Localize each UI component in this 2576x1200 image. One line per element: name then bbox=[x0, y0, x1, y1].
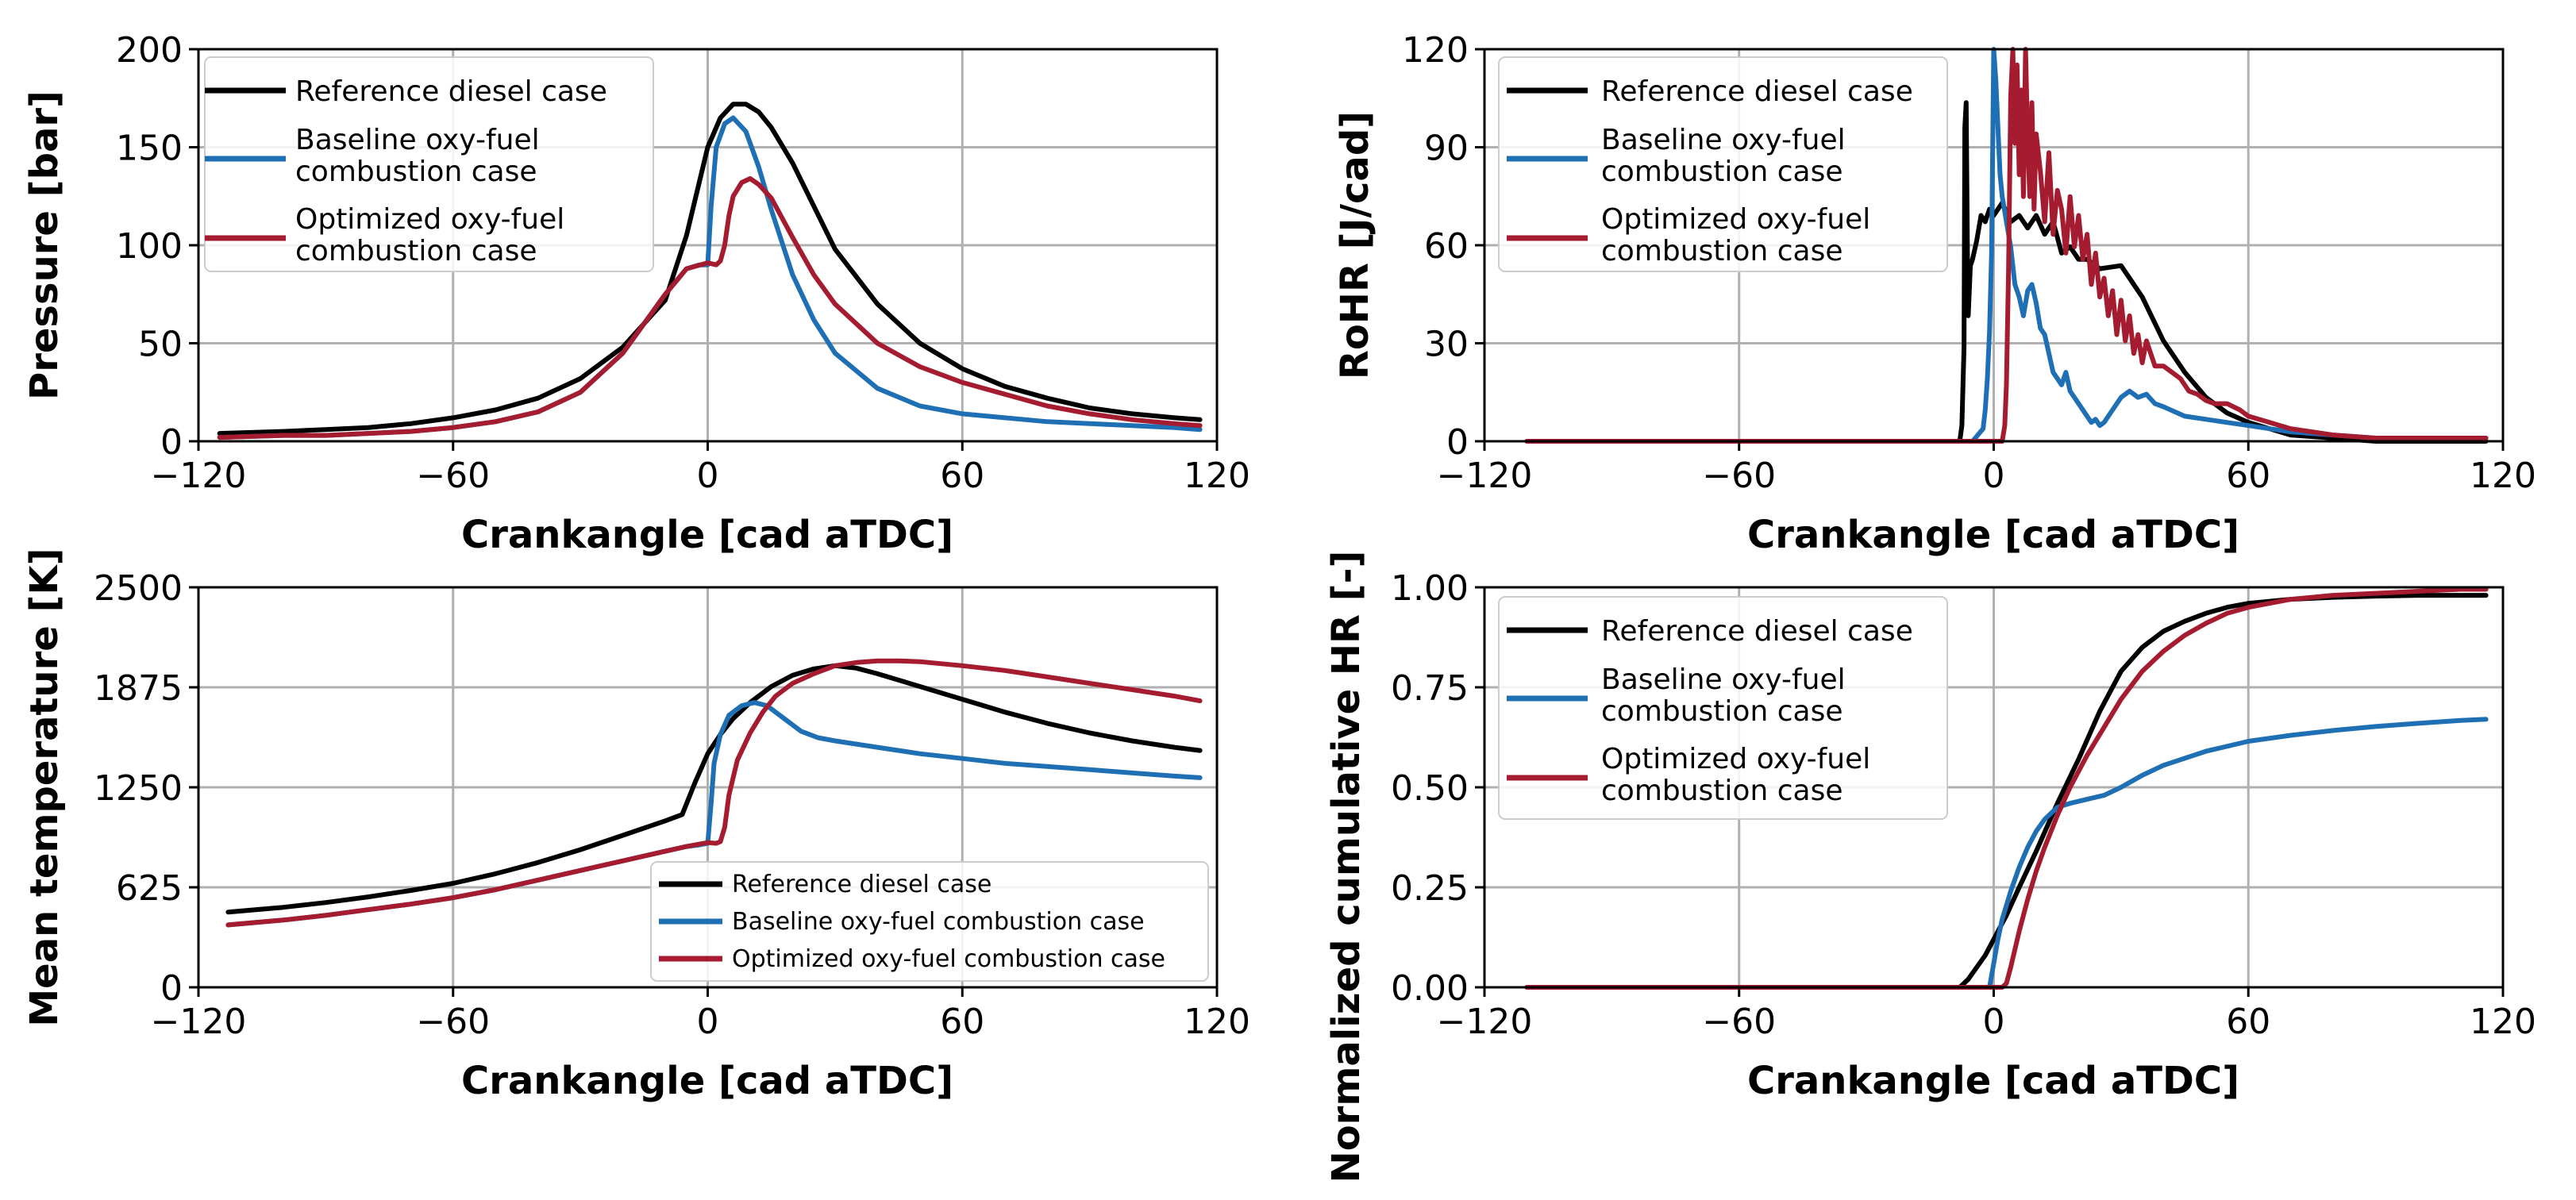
cumulative-legend-baseline-line2: combustion case bbox=[1601, 695, 1842, 728]
temperature-legend-box bbox=[650, 861, 1209, 982]
x-tick-label: 0 bbox=[697, 456, 719, 496]
y-tick-label: 30 bbox=[1424, 325, 1469, 365]
temperature-series bbox=[225, 658, 1203, 928]
y-tick-label: 625 bbox=[116, 868, 183, 909]
pressure-legend-box bbox=[204, 56, 654, 272]
series-line-reference bbox=[225, 663, 1203, 915]
x-tick-label: 0 bbox=[697, 1002, 719, 1042]
cumulative-legend-reference: Reference diesel case bbox=[1601, 615, 1913, 648]
x-tick-label: 60 bbox=[2226, 1002, 2270, 1042]
x-tick-label: −60 bbox=[416, 1002, 490, 1042]
temperature-ticks: −120 −60 0 60 120 0 625 1250 1875 2500 bbox=[94, 568, 1250, 1042]
temperature-legend-reference: Reference diesel case bbox=[732, 871, 992, 898]
pressure-legend-baseline-line1: Baseline oxy-fuel bbox=[295, 124, 540, 156]
pressure-legend-optimized-line2: combustion case bbox=[295, 235, 537, 267]
y-tick-label: 1250 bbox=[94, 768, 183, 809]
x-tick-label: 120 bbox=[2470, 456, 2536, 496]
x-tick-label: 120 bbox=[1184, 1002, 1250, 1042]
cumulative-series bbox=[1524, 587, 2489, 990]
temperature-legend: Reference diesel case Baseline oxy-fuel … bbox=[650, 861, 1209, 982]
x-tick-label: 120 bbox=[2470, 1002, 2536, 1042]
y-tick-label: 0.00 bbox=[1391, 968, 1469, 1009]
y-tick-label: 200 bbox=[116, 30, 183, 71]
temperature-y-axis-label: Mean temperature [K] bbox=[22, 548, 67, 1026]
x-tick-label: −120 bbox=[1437, 456, 1533, 496]
y-tick-label: 0 bbox=[160, 968, 183, 1009]
cumulative-legend: Reference diesel case Baseline oxy-fuel … bbox=[1498, 596, 1948, 820]
y-tick-label: 0 bbox=[160, 422, 183, 463]
temperature-legend-optimized: Optimized oxy-fuel combustion case bbox=[732, 945, 1165, 973]
y-tick-label: 0.25 bbox=[1391, 868, 1469, 909]
pressure-legend-reference: Reference diesel case bbox=[295, 75, 607, 108]
rohr-ticks: −120 −60 0 60 120 0 30 60 90 120 bbox=[1402, 30, 2536, 496]
x-tick-label: 60 bbox=[2226, 456, 2270, 496]
y-tick-label: 1875 bbox=[94, 668, 183, 709]
rohr-legend-reference: Reference diesel case bbox=[1601, 75, 1913, 108]
pressure-chart: −120 −60 0 60 120 0 50 100 150 200 Crankangle [ca… bbox=[22, 30, 1250, 557]
y-tick-label: 120 bbox=[1402, 30, 1469, 71]
cumulative-hr-chart: −120 −60 0 60 120 0.00 0.25 0.50 0.75 1.00 Cranka… bbox=[1324, 551, 2536, 1183]
rohr-legend: Reference diesel case Baseline oxy-fuel … bbox=[1498, 56, 1948, 272]
x-tick-label: 60 bbox=[940, 456, 984, 496]
cumulative-legend-optimized-line1: Optimized oxy-fuel bbox=[1601, 743, 1870, 775]
pressure-x-axis-label: Crankangle [cad aTDC] bbox=[461, 513, 953, 557]
rohr-y-axis-label: RoHR [J/cad] bbox=[1333, 111, 1377, 379]
pressure-series bbox=[217, 102, 1203, 440]
x-tick-label: −60 bbox=[1702, 1002, 1776, 1042]
rohr-legend-baseline-line1: Baseline oxy-fuel bbox=[1601, 124, 1846, 156]
cumulative-legend-baseline-line1: Baseline oxy-fuel bbox=[1601, 663, 1846, 696]
rohr-legend-baseline-line2: combustion case bbox=[1601, 156, 1842, 188]
x-tick-label: 120 bbox=[1184, 456, 1250, 496]
x-tick-label: 0 bbox=[1983, 1002, 2005, 1042]
series-line-optimized bbox=[1524, 47, 2489, 444]
y-tick-label: 0.50 bbox=[1391, 768, 1469, 809]
y-tick-label: 100 bbox=[116, 226, 183, 267]
series-line-baseline bbox=[1524, 47, 2489, 444]
x-tick-label: 0 bbox=[1983, 456, 2005, 496]
pressure-legend: Reference diesel case Baseline oxy-fuel … bbox=[204, 56, 654, 272]
x-tick-label: −60 bbox=[1702, 456, 1776, 496]
x-tick-label: 60 bbox=[940, 1002, 984, 1042]
cumulative-legend-optimized-line2: combustion case bbox=[1601, 775, 1842, 807]
cumulative-x-axis-label: Crankangle [cad aTDC] bbox=[1747, 1059, 2239, 1103]
rohr-chart: −120 −60 0 60 120 0 30 60 90 120 Crankangle [cad … bbox=[1333, 30, 2536, 557]
y-tick-label: 0 bbox=[1446, 422, 1469, 463]
rohr-legend-optimized-line1: Optimized oxy-fuel bbox=[1601, 203, 1870, 236]
y-tick-label: 60 bbox=[1424, 226, 1469, 267]
rohr-x-axis-label: Crankangle [cad aTDC] bbox=[1747, 513, 2239, 557]
pressure-legend-baseline-line2: combustion case bbox=[295, 156, 537, 188]
pressure-ticks: −120 −60 0 60 120 0 50 100 150 200 bbox=[116, 30, 1250, 496]
cumulative-y-axis-label: Normalized cumulative HR [-] bbox=[1324, 551, 1369, 1183]
y-tick-label: 2500 bbox=[94, 568, 183, 609]
y-tick-label: 90 bbox=[1424, 129, 1469, 169]
x-tick-label: −120 bbox=[1437, 1002, 1533, 1042]
rohr-legend-box bbox=[1498, 56, 1948, 272]
temperature-chart: −120 −60 0 60 120 0 625 1250 1875 2500 Crankangle… bbox=[22, 548, 1250, 1103]
rohr-legend-optimized-line2: combustion case bbox=[1601, 235, 1842, 267]
temperature-legend-baseline: Baseline oxy-fuel combustion case bbox=[732, 908, 1145, 936]
temperature-x-axis-label: Crankangle [cad aTDC] bbox=[461, 1059, 953, 1103]
pressure-legend-optimized-line1: Optimized oxy-fuel bbox=[295, 203, 564, 236]
rohr-series bbox=[1524, 47, 2489, 444]
x-tick-label: −120 bbox=[151, 1002, 247, 1042]
y-tick-label: 50 bbox=[138, 325, 183, 365]
series-line-optimized bbox=[1524, 587, 2489, 990]
pressure-y-axis-label: Pressure [bar] bbox=[22, 90, 67, 400]
cumulative-legend-box bbox=[1498, 596, 1948, 820]
series-line-optimized bbox=[225, 658, 1203, 928]
y-tick-label: 0.75 bbox=[1391, 668, 1469, 709]
series-line-reference bbox=[1524, 100, 2489, 444]
x-tick-label: −60 bbox=[416, 456, 490, 496]
series-line-optimized bbox=[217, 176, 1203, 440]
series-line-reference bbox=[217, 102, 1203, 437]
series-line-baseline bbox=[1524, 717, 2489, 990]
cumulative-ticks: −120 −60 0 60 120 0.00 0.25 0.50 0.75 1.00 bbox=[1391, 568, 2536, 1042]
y-tick-label: 150 bbox=[116, 129, 183, 169]
x-tick-label: −120 bbox=[151, 456, 247, 496]
y-tick-label: 1.00 bbox=[1391, 568, 1469, 609]
